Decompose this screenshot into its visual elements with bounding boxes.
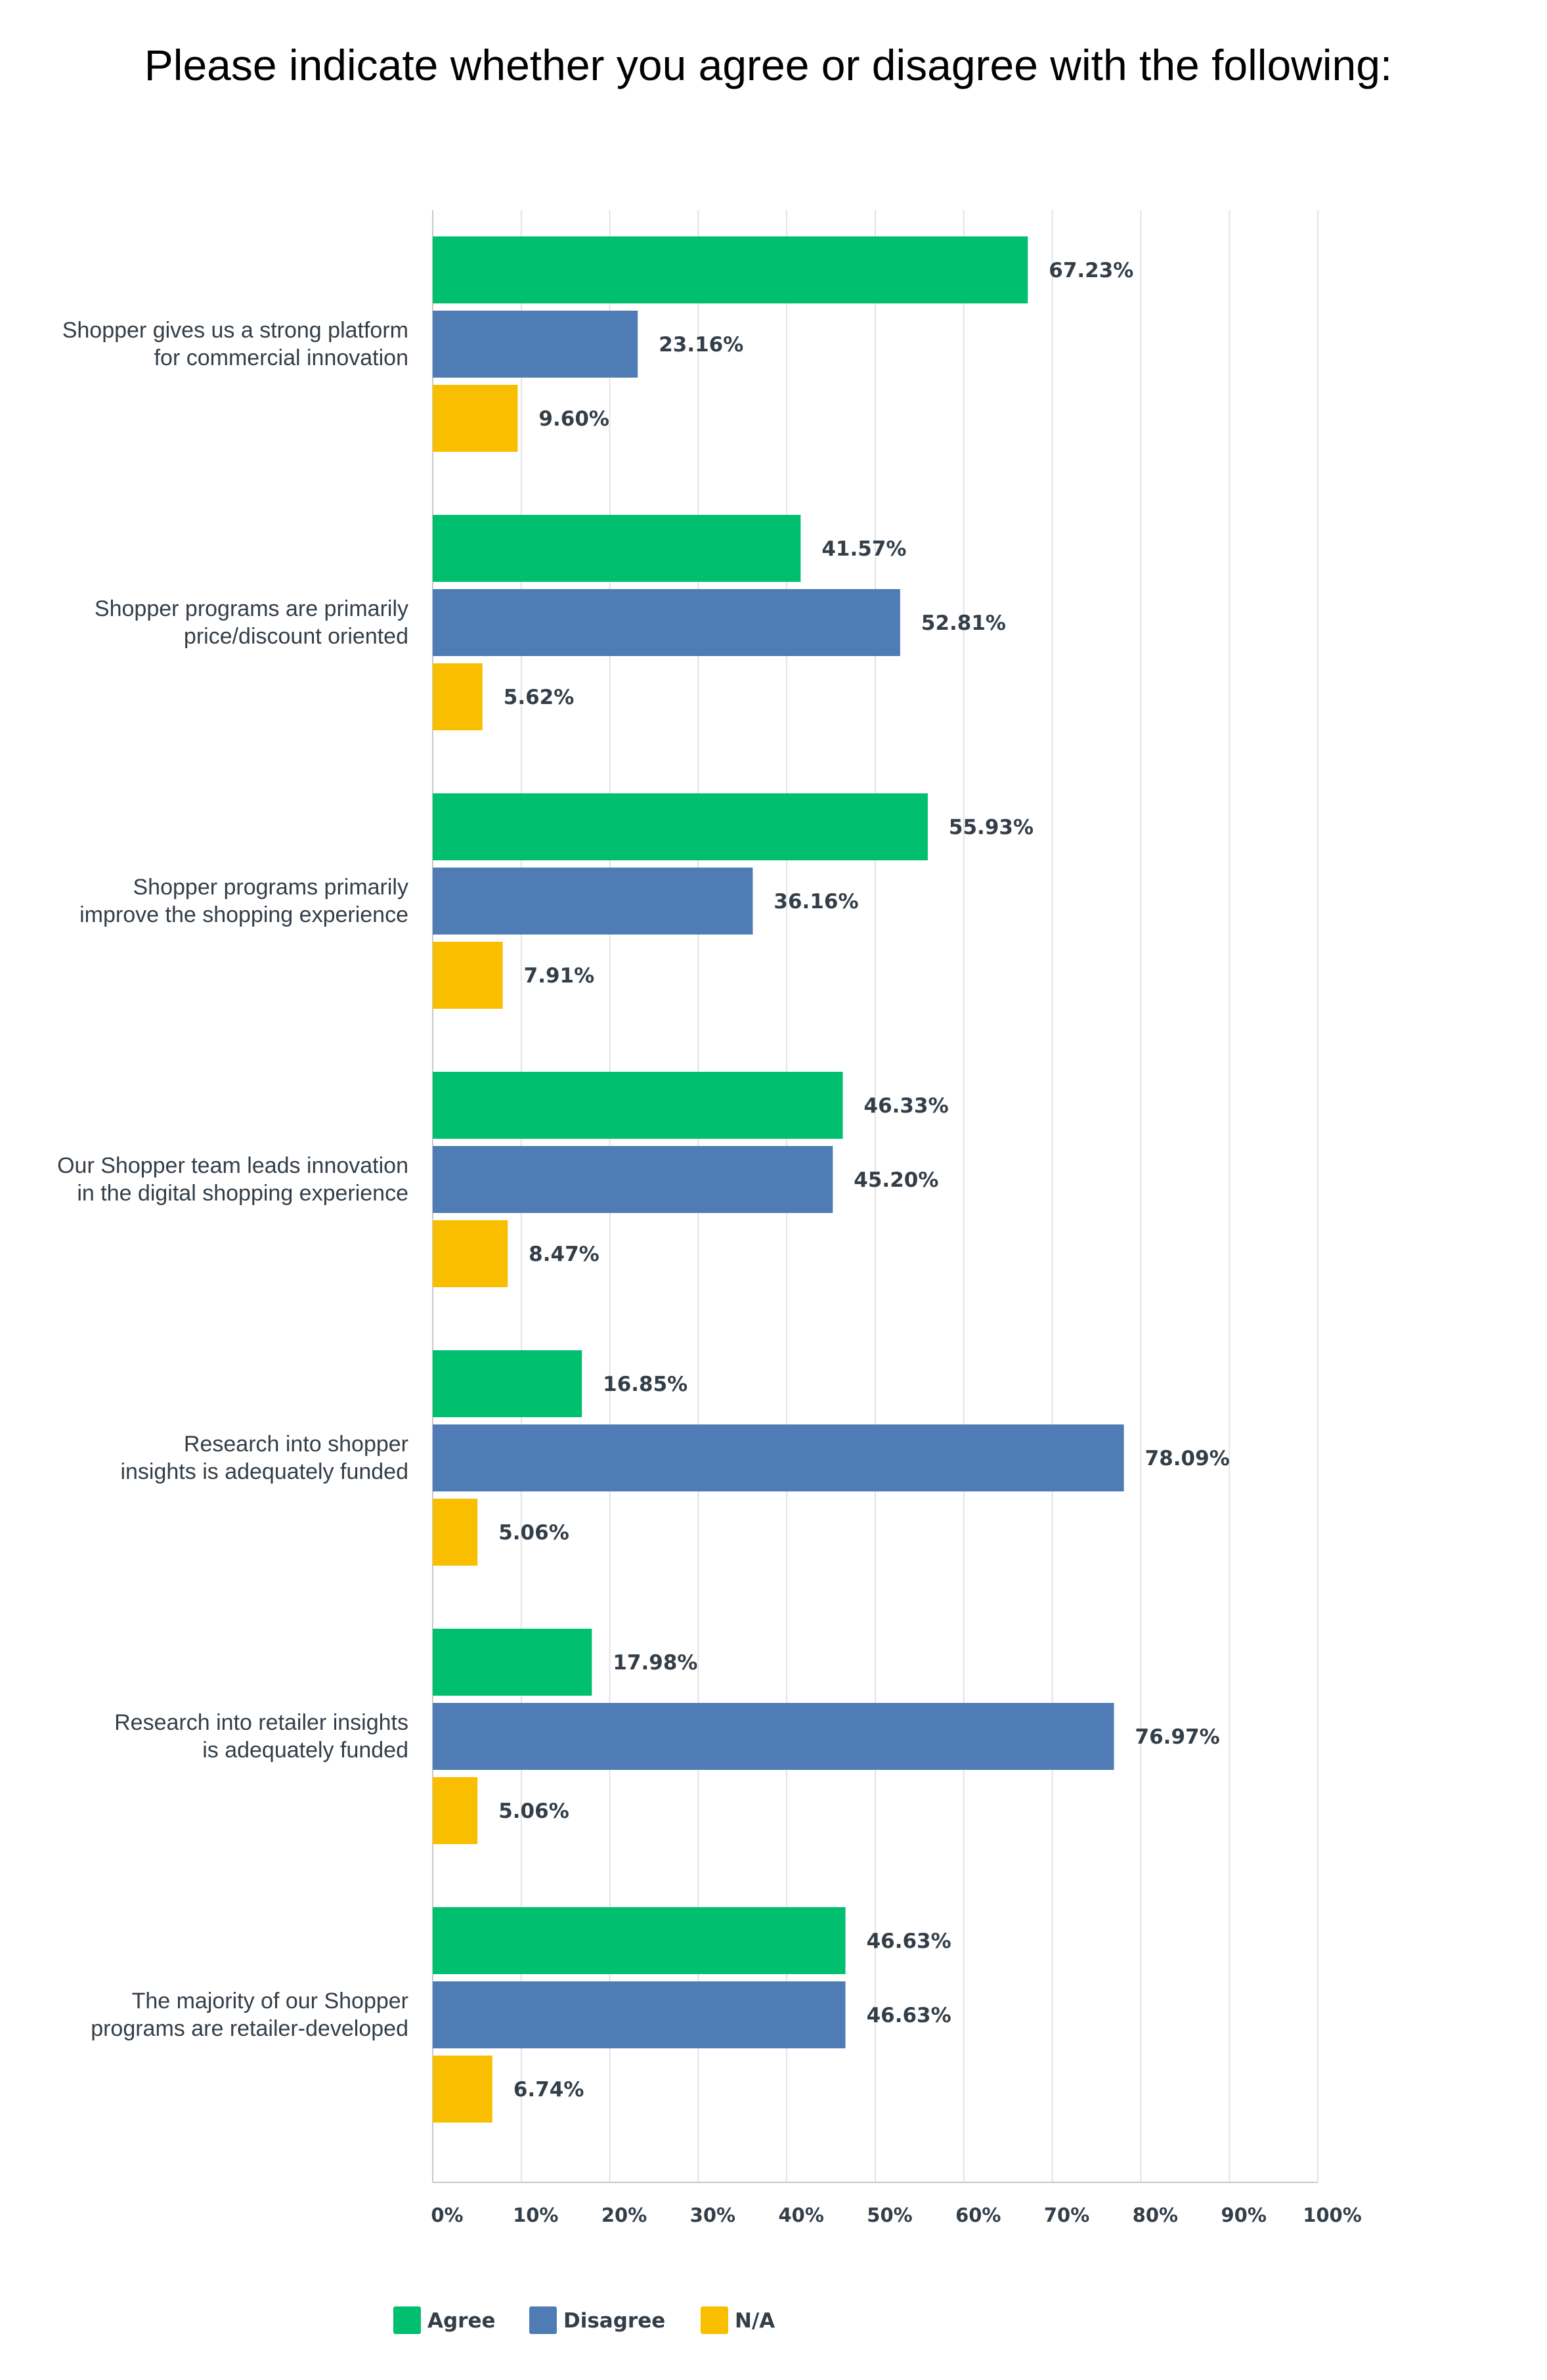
data-label: 78.09% [1145,1447,1230,1470]
bar-disagree [433,1424,1124,1491]
category-label: Research into retailer insights is adequa… [114,1710,408,1763]
x-tick-label: 20% [601,2204,647,2226]
data-label: 46.63% [867,1929,951,1953]
bar-disagree [433,589,900,656]
bar-agree [433,1629,592,1696]
data-label: 5.06% [498,1521,569,1545]
x-tick-label: 80% [1133,2204,1178,2226]
x-tick-label: 50% [867,2204,912,2226]
category-label: Shopper programs primarily improve the sh… [79,875,408,927]
bar-agree [433,793,928,860]
x-tick-label: 60% [955,2204,1001,2226]
category-label: Our Shopper team leads innovation in the … [57,1153,408,1206]
legend-label: N/A [735,2309,775,2333]
x-tick-label: 10% [513,2204,558,2226]
bar-n-a [433,385,518,452]
x-tick-label: 90% [1221,2204,1266,2226]
data-label: 46.63% [867,2004,951,2027]
bar-n-a [433,1777,478,1844]
bar-agree [433,515,801,582]
bar-n-a [433,942,503,1009]
x-tick-label: 40% [778,2204,823,2226]
chart-title: Please indicate whether you agree or dis… [144,41,1392,89]
data-label: 6.74% [513,2078,584,2102]
legend-swatch [393,2306,421,2334]
bar-n-a [433,663,483,730]
bar-agree [433,1350,582,1417]
data-label: 36.16% [774,890,858,914]
data-label: 9.60% [538,407,609,431]
data-label: 76.97% [1135,1725,1220,1749]
data-label: 5.62% [504,686,575,709]
x-tick-label: 70% [1044,2204,1089,2226]
bar-agree [433,1072,843,1139]
bar-disagree [433,1703,1114,1770]
value-labels: 67.23% 23.16% 9.60% 41.57% 52.81% 5.62% 55.93%… [498,259,1230,2102]
bar-disagree [433,1981,846,2048]
data-label: 41.57% [821,537,906,561]
legend: Agree Disagree N/A [393,2306,775,2334]
x-tick-label: 0% [431,2204,463,2226]
legend-label: Disagree [563,2309,665,2333]
x-tick-label: 100% [1303,2204,1362,2226]
data-label: 45.20% [854,1168,938,1192]
bar-n-a [433,1220,508,1287]
category-label: Shopper programs are primarily price/disc… [95,596,408,649]
x-tick-label: 30% [690,2204,735,2226]
bar-disagree [433,868,753,935]
category-labels: Shopper gives us a strong platform for co… [57,318,408,2041]
data-label: 17.98% [613,1651,697,1675]
bar-agree [433,1907,846,1974]
data-label: 67.23% [1049,259,1133,282]
legend-swatch [529,2306,557,2334]
data-label: 46.33% [864,1094,949,1118]
x-axis: 0% 10% 20% 30% 40% 50% 60% 70% 80% 90% 100% [431,2204,1361,2226]
category-label: Research into shopper insights is adequat… [120,1432,408,1484]
bar-agree [433,236,1028,303]
data-label: 55.93% [949,816,1034,839]
bar-disagree [433,1146,833,1213]
data-label: 7.91% [524,964,595,988]
data-label: 23.16% [659,333,743,357]
data-label: 8.47% [529,1243,599,1266]
category-label: The majority of our Shopper programs are … [91,1989,408,2041]
data-label: 16.85% [603,1373,687,1396]
data-label: 5.06% [498,1799,569,1823]
category-label: Shopper gives us a strong platform for co… [62,318,408,370]
bar-disagree [433,311,638,378]
legend-label: Agree [427,2309,496,2333]
bar-n-a [433,2056,492,2123]
data-label: 52.81% [921,611,1006,635]
bar-n-a [433,1499,478,1566]
legend-swatch [701,2306,728,2334]
bars [433,236,1124,2123]
